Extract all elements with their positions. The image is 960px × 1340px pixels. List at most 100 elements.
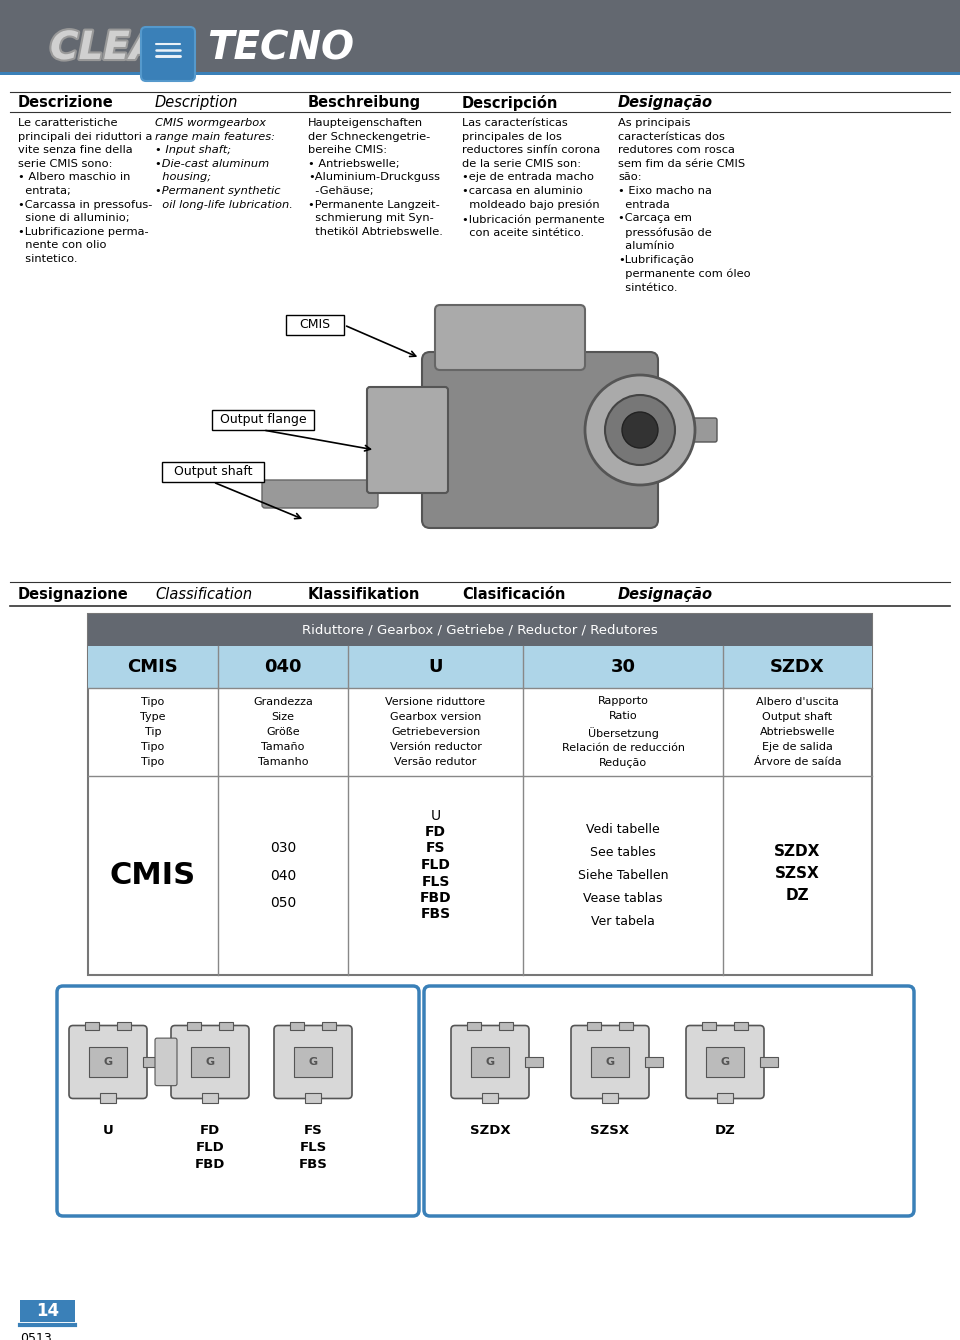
Text: Tipo
Type
Tip
Tipo
Tipo: Tipo Type Tip Tipo Tipo xyxy=(140,697,166,766)
FancyBboxPatch shape xyxy=(141,27,195,80)
Text: SZDX: SZDX xyxy=(469,1124,511,1138)
FancyBboxPatch shape xyxy=(274,1025,352,1099)
Bar xyxy=(290,1021,303,1029)
Bar xyxy=(0,72,960,75)
Text: Designação: Designação xyxy=(618,587,713,602)
Text: Output shaft: Output shaft xyxy=(174,465,252,478)
Bar xyxy=(219,1021,233,1029)
Text: G: G xyxy=(205,1057,215,1067)
Bar xyxy=(482,1092,498,1103)
Bar xyxy=(0,0,960,72)
FancyBboxPatch shape xyxy=(422,352,658,528)
Text: DZ: DZ xyxy=(785,888,809,903)
Text: FD
FLD
FBD: FD FLD FBD xyxy=(195,1124,226,1171)
Text: Clasificación: Clasificación xyxy=(462,587,565,602)
Bar xyxy=(100,1092,116,1103)
Circle shape xyxy=(622,411,658,448)
Text: SZDX: SZDX xyxy=(775,844,821,859)
Bar xyxy=(305,1092,321,1103)
Text: CMIS wormgearbox
range main features:
• Input shaft;
•Die-cast aluminum
  housin: CMIS wormgearbox range main features: • … xyxy=(155,118,293,209)
Bar xyxy=(706,1048,744,1076)
Text: G: G xyxy=(606,1057,614,1067)
Text: Riduttore / Gearbox / Getriebe / Reductor / Redutores: Riduttore / Gearbox / Getriebe / Reducto… xyxy=(302,623,658,636)
Text: G: G xyxy=(104,1057,112,1067)
Text: U: U xyxy=(103,1124,113,1138)
Text: Vedi tabelle
See tables
Siehe Tabellen
Vease tablas
Ver tabela: Vedi tabelle See tables Siehe Tabellen V… xyxy=(578,823,668,929)
Text: Haupteigenschaften
der Schneckengetrie-
bereihe CMIS:
• Antriebswelle;
•Aluminiu: Haupteigenschaften der Schneckengetrie- … xyxy=(308,118,443,237)
Bar xyxy=(88,614,872,646)
Text: Grandezza
Size
Größe
Tamaño
Tamanho: Grandezza Size Größe Tamaño Tamanho xyxy=(253,697,313,766)
Text: SZDX: SZDX xyxy=(770,658,825,675)
Bar xyxy=(84,1021,99,1029)
Text: SZSX: SZSX xyxy=(590,1124,630,1138)
Bar xyxy=(587,1021,601,1029)
Text: Classification: Classification xyxy=(155,587,252,602)
Bar xyxy=(525,1057,543,1067)
Circle shape xyxy=(585,375,695,485)
Text: FS: FS xyxy=(425,842,445,855)
Text: CLEAN: CLEAN xyxy=(50,29,192,67)
FancyBboxPatch shape xyxy=(658,418,717,442)
FancyBboxPatch shape xyxy=(571,1025,649,1099)
Text: Le caratteristiche
principali dei riduttori a
vite senza fine della
serie CMIS s: Le caratteristiche principali dei ridutt… xyxy=(18,118,153,264)
Text: Las características
principales de los
reductores sinfín corona
de la serie CMIS: Las características principales de los r… xyxy=(462,118,605,239)
Text: Designação: Designação xyxy=(618,95,713,110)
Bar xyxy=(286,315,344,335)
Text: Output flange: Output flange xyxy=(220,414,306,426)
Text: G: G xyxy=(720,1057,730,1067)
FancyBboxPatch shape xyxy=(69,1025,147,1099)
Text: 14: 14 xyxy=(36,1302,60,1320)
Circle shape xyxy=(605,395,675,465)
Text: Rapporto
Ratio
Übersetzung
Relación de reducción
Redução: Rapporto Ratio Übersetzung Relación de r… xyxy=(562,695,684,768)
FancyBboxPatch shape xyxy=(367,387,448,493)
Bar xyxy=(323,1021,336,1029)
FancyBboxPatch shape xyxy=(57,986,419,1215)
Bar xyxy=(294,1048,332,1076)
Text: 040: 040 xyxy=(264,658,301,675)
FancyBboxPatch shape xyxy=(424,986,914,1215)
Bar xyxy=(88,614,872,976)
FancyBboxPatch shape xyxy=(155,1038,177,1085)
Text: 030
040
050: 030 040 050 xyxy=(270,842,296,910)
Text: FBS: FBS xyxy=(420,907,450,922)
Bar xyxy=(590,1048,629,1076)
Bar xyxy=(602,1092,618,1103)
Text: Designazione: Designazione xyxy=(18,587,129,602)
FancyBboxPatch shape xyxy=(686,1025,764,1099)
Text: Klassifikation: Klassifikation xyxy=(308,587,420,602)
Bar xyxy=(186,1021,201,1029)
Bar xyxy=(760,1057,778,1067)
Text: FLS: FLS xyxy=(421,875,449,888)
Text: 0513: 0513 xyxy=(20,1332,52,1340)
Bar xyxy=(619,1021,634,1029)
Bar xyxy=(88,646,872,687)
Text: G: G xyxy=(308,1057,318,1067)
Bar xyxy=(645,1057,663,1067)
Text: 30: 30 xyxy=(611,658,636,675)
Bar xyxy=(467,1021,481,1029)
Text: FLD: FLD xyxy=(420,858,450,872)
FancyBboxPatch shape xyxy=(262,480,378,508)
FancyBboxPatch shape xyxy=(171,1025,249,1099)
Bar xyxy=(88,1048,128,1076)
Text: Descrizione: Descrizione xyxy=(18,95,113,110)
Bar xyxy=(499,1021,514,1029)
Text: U: U xyxy=(430,808,441,823)
Text: FD: FD xyxy=(425,825,446,839)
Text: CMIS: CMIS xyxy=(110,862,196,890)
Text: Albero d'uscita
Output shaft
Abtriebswelle
Eje de salida
Árvore de saída: Albero d'uscita Output shaft Abtriebswel… xyxy=(754,697,841,766)
Text: CMIS: CMIS xyxy=(128,658,179,675)
Bar xyxy=(212,410,314,430)
FancyBboxPatch shape xyxy=(435,306,585,370)
Text: G: G xyxy=(486,1057,494,1067)
Bar xyxy=(470,1048,509,1076)
Text: Description: Description xyxy=(155,95,238,110)
Bar xyxy=(162,462,264,482)
Text: U: U xyxy=(428,658,443,675)
Text: Beschreibung: Beschreibung xyxy=(308,95,421,110)
Bar xyxy=(717,1092,733,1103)
Text: FS
FLS
FBS: FS FLS FBS xyxy=(299,1124,327,1171)
Text: FBD: FBD xyxy=(420,891,451,904)
Text: DZ: DZ xyxy=(714,1124,735,1138)
Bar xyxy=(702,1021,715,1029)
